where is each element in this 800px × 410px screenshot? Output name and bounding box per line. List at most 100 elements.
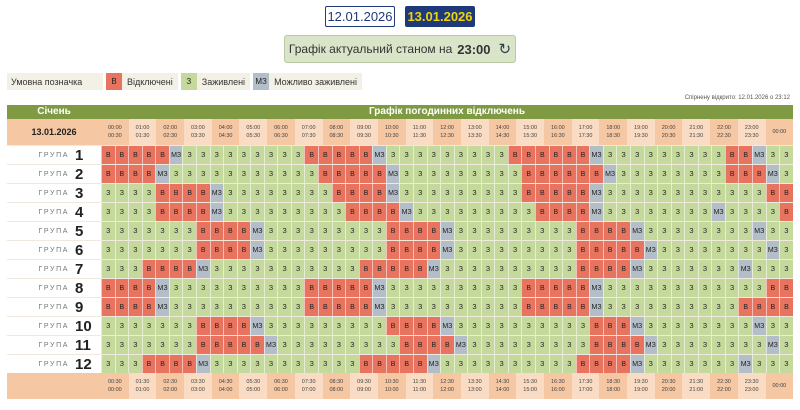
schedule-cell: В (535, 165, 549, 183)
schedule-cell: З (521, 355, 535, 373)
schedule-cell: З (738, 184, 752, 202)
hour-tick: 14:00 (495, 125, 510, 131)
schedule-cell: З (331, 317, 346, 335)
schedule-cell: В (426, 336, 441, 354)
schedule-cell: З (114, 241, 129, 259)
schedule-cell: МЗ (195, 260, 210, 278)
schedule-cell: В (168, 260, 183, 278)
time-column: 19:00 19:30 (627, 119, 655, 145)
schedule-cell: З (304, 165, 318, 183)
schedule-cell: В (765, 279, 780, 297)
half-hour-tick: 04:30 (218, 133, 233, 139)
schedule-cell: В (412, 355, 427, 373)
schedule-cell: В (182, 355, 196, 373)
hour-tick: 16:00 (550, 125, 565, 131)
schedule-cell: В (195, 184, 210, 202)
schedule-cell: З (412, 203, 427, 221)
schedule-cell: В (562, 146, 576, 164)
schedule-cell: З (277, 241, 291, 259)
schedule-cell: З (697, 260, 712, 278)
group-word: ГРУПА (38, 303, 69, 311)
half-hour-tick: 14:30 (495, 379, 510, 385)
schedule-cell: З (480, 279, 495, 297)
schedule-cell: В (250, 336, 264, 354)
half-hour-tick: 20:30 (661, 379, 676, 385)
schedule-cell: МЗ (426, 355, 441, 373)
schedule-cell: З (263, 222, 278, 240)
schedule-cell: В (223, 317, 237, 335)
schedule-cell: З (494, 146, 508, 164)
schedule-cell: З (412, 298, 427, 316)
time-column: 08:30 08:00 (323, 373, 351, 399)
date-tab-12-01[interactable]: 12.01.2026 (325, 6, 395, 27)
hour-tick: 05:00 (246, 125, 261, 131)
schedule-cell: З (467, 203, 481, 221)
half-hour-tick: 00:30 (107, 133, 122, 139)
schedule-cell: В (616, 336, 630, 354)
schedule-cell: З (345, 241, 359, 259)
group-label: ГРУПА 11 (7, 336, 101, 354)
group-number: 3 (75, 184, 84, 202)
time-column: 22:00 22:30 (710, 119, 738, 145)
schedule-cell: З (738, 317, 752, 335)
schedule-cell: В (128, 146, 142, 164)
table-date: 13.01.2026 (31, 127, 77, 137)
schedule-cell: З (711, 279, 725, 297)
schedule-cell: МЗ (589, 146, 603, 164)
schedule-cell: З (412, 165, 427, 183)
schedule-cell: З (331, 241, 346, 259)
refresh-icon[interactable]: ↻ (498, 41, 512, 58)
schedule-cell: В (168, 203, 183, 221)
schedule-cell: З (752, 241, 766, 259)
schedule-cell: В (331, 279, 346, 297)
schedule-cell: З (155, 222, 169, 240)
schedule-cell: В (195, 241, 210, 259)
legend-swatch-maybe: МЗ (253, 73, 270, 90)
group-word: ГРУПА (38, 322, 69, 330)
schedule-cell: В (128, 298, 142, 316)
schedule-cell: В (236, 336, 251, 354)
schedule-cell: З (670, 222, 685, 240)
half-hour-tick: 11:30 (412, 133, 427, 139)
schedule-cell: З (507, 241, 522, 259)
half-hour-tick: 22:30 (717, 379, 731, 385)
schedule-cell: В (589, 241, 603, 259)
schedule-cell: В (141, 355, 156, 373)
date-tab-13-01[interactable]: 13.01.2026 (405, 6, 475, 27)
schedule-cell: З (453, 241, 468, 259)
schedule-cell: В (548, 203, 563, 221)
group-row: ГРУПА 4 З З З З В В В В МЗ З З З З З З З З З В В В В МЗ З З З З З З З З З… (7, 202, 793, 221)
schedule-cell: МЗ (629, 222, 644, 240)
schedule-cell: В (629, 241, 644, 259)
time-column: 19:30 19:00 (627, 373, 655, 399)
schedule-cell: З (277, 279, 291, 297)
schedule-cell: З (182, 146, 196, 164)
schedule-cell: З (223, 203, 237, 221)
hour-tick: 00:00 (107, 125, 122, 131)
schedule-cell: З (277, 260, 291, 278)
schedule-cell: З (765, 146, 780, 164)
schedule-cell: З (670, 241, 685, 259)
hour-tick: 22:00 (717, 387, 731, 393)
schedule-cell: В (358, 165, 373, 183)
schedule-cell: З (453, 203, 468, 221)
schedule-cell: В (575, 279, 590, 297)
schedule-cell: З (657, 336, 671, 354)
schedule-cell: З (684, 355, 698, 373)
schedule-cell: В (535, 279, 549, 297)
hour-tick: 02:00 (163, 387, 178, 393)
schedule-cell: З (765, 355, 780, 373)
schedule-cell: З (209, 146, 224, 164)
schedule-cell: В (114, 165, 129, 183)
group-label: ГРУПА 5 (7, 222, 101, 240)
schedule-cell: В (548, 184, 563, 202)
schedule-cell: З (290, 260, 305, 278)
schedule-cell: В (195, 203, 210, 221)
time-column: 11:30 11:00 (405, 373, 434, 399)
schedule-cell: З (467, 165, 481, 183)
schedule-cell: З (752, 260, 766, 278)
legend-label-maybe: Можливо заживлені (269, 73, 363, 90)
schedule-cell: З (331, 260, 346, 278)
schedule-cell: З (453, 184, 468, 202)
hour-tick: 20:00 (661, 125, 676, 131)
